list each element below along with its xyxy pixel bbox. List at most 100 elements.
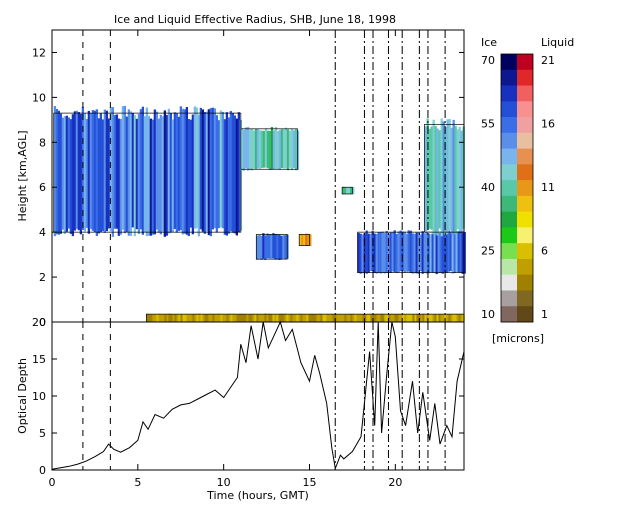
cloud-cell bbox=[170, 314, 173, 322]
cloud-cell bbox=[145, 107, 149, 237]
cloud-cell bbox=[85, 118, 89, 228]
cloud-cell bbox=[246, 126, 250, 171]
cloud-cell bbox=[121, 106, 125, 230]
cloud-cell bbox=[454, 313, 457, 322]
x-tick-label: 10 bbox=[217, 476, 231, 489]
cloud-cell bbox=[81, 106, 85, 230]
cloud-cell bbox=[460, 130, 463, 232]
cloud-cell bbox=[367, 233, 370, 273]
effective-radius-panel: 0 2 4 6 8 10 12 Height [km,AGL] bbox=[16, 29, 466, 329]
cloud-cell bbox=[270, 234, 273, 259]
cloud-cell bbox=[230, 314, 233, 322]
colorbar-ice-swatch bbox=[501, 180, 517, 197]
cloud-cell bbox=[264, 313, 267, 323]
cloud-cell bbox=[303, 234, 306, 246]
cloud-cell bbox=[210, 313, 213, 322]
colorbar-liquid-swatch bbox=[517, 69, 533, 86]
colorbar-ice-tick-label: 70 bbox=[481, 54, 495, 67]
colorbar-ice-tick-label: 25 bbox=[481, 245, 495, 258]
cloud-outline bbox=[255, 234, 288, 260]
cloud-cell bbox=[427, 233, 430, 274]
cloud-cell bbox=[424, 126, 427, 232]
top-y-tick-label: 0 bbox=[39, 316, 46, 329]
cloud-cell bbox=[190, 314, 193, 323]
cloud-cell bbox=[452, 119, 455, 236]
colorbar-liquid-swatch bbox=[517, 306, 533, 323]
cloud-cell bbox=[280, 235, 283, 260]
cloud-cell bbox=[320, 313, 323, 323]
cloud-cell bbox=[426, 313, 429, 322]
colorbar-liquid-swatch bbox=[517, 117, 533, 134]
cloud-cell bbox=[296, 314, 299, 322]
cloud-cell bbox=[348, 313, 351, 323]
cloud-cell bbox=[352, 313, 355, 322]
cloud-cell bbox=[380, 313, 383, 322]
cloud-outline bbox=[341, 186, 353, 195]
x-axis: 0 5 10 15 20 bbox=[49, 30, 402, 489]
cloud-cell bbox=[458, 314, 461, 323]
cloud-cell bbox=[83, 113, 87, 232]
colorbar-liquid-tick-label: 1 bbox=[541, 308, 548, 321]
cloud-cell bbox=[434, 314, 437, 323]
colorbar-ice-tick-label: 10 bbox=[481, 308, 495, 321]
top-y-tick-label: 4 bbox=[39, 226, 46, 239]
cloud-cell bbox=[359, 233, 362, 274]
cloud-cell bbox=[223, 119, 227, 235]
cloud-cell bbox=[288, 314, 291, 323]
cloud-cell bbox=[240, 128, 244, 171]
cloud-cell bbox=[409, 230, 412, 273]
cloud-cell bbox=[430, 126, 433, 230]
cloud-cell bbox=[318, 313, 321, 323]
cloud-cell bbox=[174, 314, 177, 322]
cloud-cell bbox=[167, 108, 171, 234]
cloud-cell bbox=[151, 119, 155, 235]
cloud-cell bbox=[268, 313, 271, 322]
cloud-cell bbox=[162, 314, 165, 322]
cloud-cell bbox=[429, 234, 432, 272]
cloud-cell bbox=[91, 110, 95, 231]
cloud-cell bbox=[137, 114, 141, 234]
colorbar-liquid-swatch bbox=[517, 85, 533, 102]
cloud-cell bbox=[286, 314, 289, 323]
cloud-cell bbox=[203, 112, 207, 234]
colorbar-ice-label: Ice bbox=[481, 36, 497, 49]
cloud-cell bbox=[149, 118, 153, 236]
cloud-cell bbox=[129, 111, 133, 236]
bottom-y-tick-label: 10 bbox=[32, 390, 46, 403]
cloud-cell bbox=[262, 130, 266, 168]
colorbar-ice-swatch bbox=[501, 132, 517, 149]
cloud-cell bbox=[89, 113, 93, 229]
cloud-cell bbox=[421, 231, 424, 274]
colorbar-ice-swatch bbox=[501, 290, 517, 307]
cloud-cell bbox=[363, 233, 366, 273]
colorbar-ice-tick-label: 55 bbox=[481, 118, 495, 131]
bottom-y-tick-label: 0 bbox=[39, 464, 46, 477]
cloud-cell bbox=[63, 116, 67, 235]
cloud-cell bbox=[260, 130, 264, 169]
cloud-cell bbox=[366, 314, 369, 322]
cloud-cell bbox=[244, 314, 247, 323]
cloud-cell bbox=[424, 314, 427, 323]
cloud-cell bbox=[105, 110, 109, 232]
cloud-cell bbox=[270, 314, 273, 322]
cloud-cell bbox=[412, 314, 415, 323]
cloud-cell bbox=[361, 234, 364, 274]
cloud-cell bbox=[181, 108, 185, 235]
cloud-cell bbox=[207, 109, 211, 236]
cloud-cell bbox=[362, 314, 365, 323]
optical-depth-series-line bbox=[51, 320, 465, 471]
colorbar-liquid-swatch bbox=[517, 243, 533, 260]
x-tick-label: 15 bbox=[303, 476, 317, 489]
cloud-cell bbox=[111, 107, 115, 237]
colorbar-ice-swatch bbox=[501, 101, 517, 118]
cloud-cell bbox=[391, 232, 394, 272]
cloud-cell bbox=[346, 314, 349, 323]
cloud-cell bbox=[389, 232, 392, 273]
cloud-cell bbox=[199, 107, 203, 230]
cloud-cell bbox=[346, 186, 349, 195]
cloud-cell bbox=[173, 112, 177, 229]
cloud-cell bbox=[382, 314, 385, 322]
cloud-cell bbox=[384, 314, 387, 322]
cloud-cell bbox=[294, 128, 298, 171]
